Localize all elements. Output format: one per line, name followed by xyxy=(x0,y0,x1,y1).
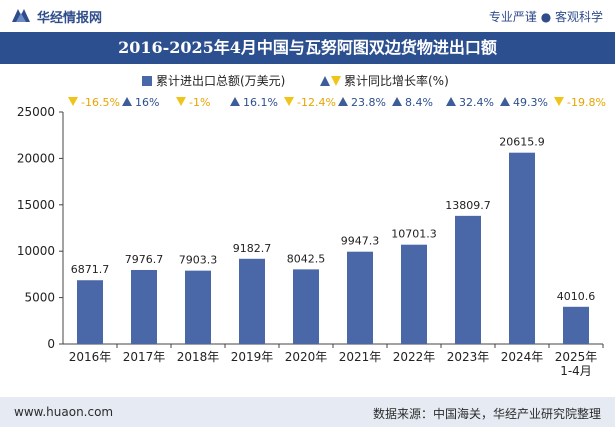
brand-name: 华经情报网 xyxy=(37,11,103,26)
x-tick-label: 2023年 xyxy=(447,350,490,364)
growth-label: 32.4% xyxy=(459,96,494,109)
growth-row: -16.5% 16% -1% 16.1% -12.4% 23.8% 8.4% 32.4% 49.… xyxy=(68,96,606,109)
bar-value-label: 7903.3 xyxy=(179,254,218,267)
legend-growth-label: 累计同比增长率(%) xyxy=(344,73,449,88)
footer-source: 数据来源：中国海关，华经产业研究院整理 xyxy=(372,407,601,421)
growth-up-triangle-icon xyxy=(446,97,456,106)
chart: 累计进出口总额(万美元) 累计同比增长率(%) 0 5000 10000 15000 2… xyxy=(17,73,606,378)
title-bar: 2016-2025年4月中国与瓦努阿图双边货物进出口额 xyxy=(0,32,615,64)
growth-down-triangle-icon xyxy=(554,97,564,106)
bar-value-label: 4010.6 xyxy=(557,290,596,303)
bar xyxy=(563,306,589,344)
footer: www.huaon.com 数据来源：中国海关，华经产业研究院整理 xyxy=(0,397,615,427)
bar-series: 6871.7 7976.7 7903.3 9182.7 8042.5 9947.3 1070… xyxy=(71,136,596,344)
legend-up-triangle-icon xyxy=(320,76,330,86)
bar xyxy=(239,258,265,344)
legend-bar-swatch xyxy=(142,76,152,86)
bar-value-label: 13809.7 xyxy=(445,199,491,212)
x-tick-label: 2025年 xyxy=(555,350,598,364)
huajing-logo-icon xyxy=(12,9,30,22)
x-axis-labels: 2016年 2017年 2018年 2019年 2020年 2021年 2022年 2023年… xyxy=(69,344,604,378)
growth-label: -19.8% xyxy=(567,96,606,109)
chart-title: 2016-2025年4月中国与瓦努阿图双边货物进出口额 xyxy=(118,38,497,57)
growth-label: 16% xyxy=(135,96,159,109)
bar-value-label: 20615.9 xyxy=(499,136,545,149)
growth-label: -16.5% xyxy=(81,96,120,109)
x-tick-label: 2021年 xyxy=(339,350,382,364)
growth-label: 8.4% xyxy=(405,96,433,109)
legend: 累计进出口总额(万美元) 累计同比增长率(%) xyxy=(142,73,449,88)
bar xyxy=(185,270,211,344)
growth-label: -12.4% xyxy=(297,96,336,109)
bar xyxy=(293,269,319,344)
growth-up-triangle-icon xyxy=(338,97,348,106)
top-bar: 华经情报网 专业严谨 ● 客观科学 xyxy=(0,0,615,32)
growth-up-triangle-icon xyxy=(230,97,240,106)
x-tick-label: 2016年 xyxy=(69,350,112,364)
y-tick-label: 0 xyxy=(47,337,55,351)
bar-value-label: 8042.5 xyxy=(287,252,326,265)
bar-value-label: 6871.7 xyxy=(71,263,110,276)
x-tick-label: 2017年 xyxy=(123,350,166,364)
growth-label: 23.8% xyxy=(351,96,386,109)
bar-value-label: 10701.3 xyxy=(391,228,437,241)
bar xyxy=(509,152,535,344)
x-tick-label: 1-4月 xyxy=(560,364,592,378)
bar xyxy=(77,280,103,344)
bar-value-label: 9947.3 xyxy=(341,235,380,248)
growth-label: 49.3% xyxy=(513,96,548,109)
growth-up-triangle-icon xyxy=(122,97,132,106)
bar xyxy=(131,269,157,344)
growth-label: 16.1% xyxy=(243,96,278,109)
y-tick-label: 10000 xyxy=(17,244,55,258)
x-tick-label: 2020年 xyxy=(285,350,328,364)
bar xyxy=(347,251,373,344)
footer-url: www.huaon.com xyxy=(14,405,114,419)
y-axis-ticks: 0 5000 10000 15000 20000 25000 xyxy=(17,105,63,351)
x-tick-label: 2018年 xyxy=(177,350,220,364)
x-tick-label: 2024年 xyxy=(501,350,544,364)
x-tick-label: 2019年 xyxy=(231,350,274,364)
x-tick-label: 2022年 xyxy=(393,350,436,364)
legend-bar-label: 累计进出口总额(万美元) xyxy=(156,74,285,88)
y-tick-label: 15000 xyxy=(17,198,55,212)
growth-up-triangle-icon xyxy=(500,97,510,106)
slogan: 专业严谨 ● 客观科学 xyxy=(488,10,603,24)
y-tick-label: 25000 xyxy=(17,105,55,119)
legend-down-triangle-icon xyxy=(331,76,341,86)
bar-value-label: 7976.7 xyxy=(125,253,164,266)
growth-down-triangle-icon xyxy=(176,97,186,106)
growth-label: -1% xyxy=(189,96,210,109)
growth-down-triangle-icon xyxy=(68,97,78,106)
growth-up-triangle-icon xyxy=(392,97,402,106)
bar xyxy=(401,244,427,344)
y-tick-label: 5000 xyxy=(24,291,55,305)
growth-down-triangle-icon xyxy=(284,97,294,106)
bar-value-label: 9182.7 xyxy=(233,242,272,255)
bar xyxy=(455,215,481,344)
y-tick-label: 20000 xyxy=(17,151,55,165)
